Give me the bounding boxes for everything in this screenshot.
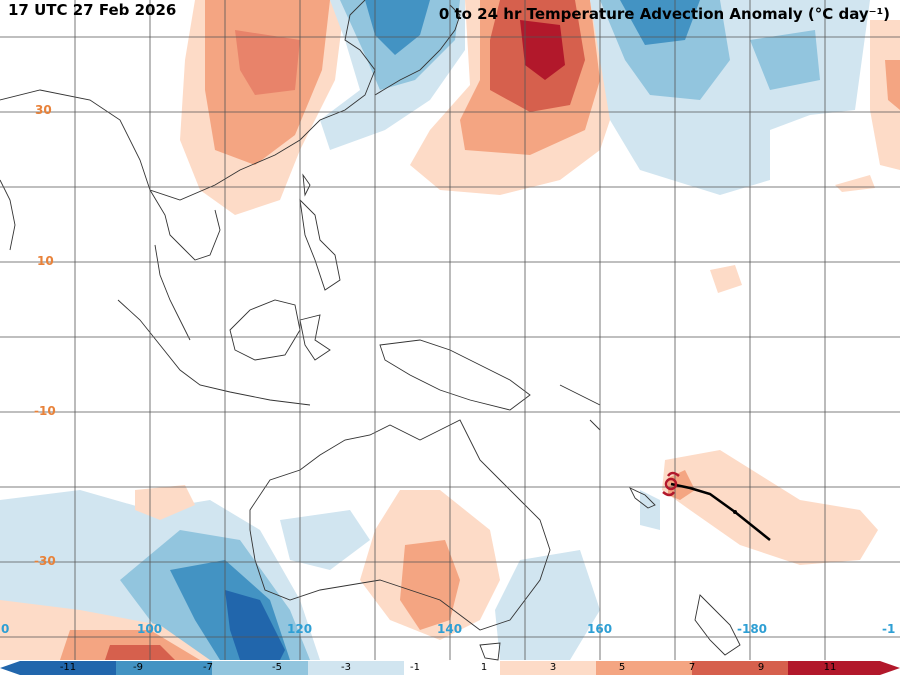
coastlines: [0, 0, 741, 661]
lon-label-160: 160: [587, 622, 613, 636]
lon-label-neg180: -180: [737, 622, 768, 636]
colorbar-tick: 5: [618, 662, 626, 673]
map-title: 0 to 24 hr Temperature Advection Anomaly…: [438, 5, 890, 23]
anomaly-shading: [0, 0, 900, 660]
colorbar-tick: -7: [203, 662, 213, 673]
tropical-cyclone-icon: [662, 471, 680, 497]
lon-label-100: 100: [137, 622, 163, 636]
colorbar: [0, 661, 900, 675]
colorbar-tick: -3: [341, 662, 351, 673]
lat-label-30: 30: [35, 103, 52, 117]
lat-lon-grid: [0, 0, 900, 660]
lon-label-edge-left: 0: [1, 622, 10, 636]
colorbar-tick: 11: [823, 662, 837, 673]
valid-time-label: 17 UTC 27 Feb 2026: [8, 1, 177, 19]
lon-label-140: 140: [437, 622, 463, 636]
colorbar-tick: -9: [133, 662, 143, 673]
colorbar-tick: 1: [480, 662, 488, 673]
colorbar-tick: 3: [549, 662, 557, 673]
lat-label-neg10: -10: [34, 404, 56, 418]
colorbar-tick: 9: [757, 662, 765, 673]
colorbar-tick: -5: [272, 662, 282, 673]
lat-label-10: 10: [37, 254, 54, 268]
lat-label-neg30: -30: [34, 554, 56, 568]
lon-label-edge-right: -1: [882, 622, 896, 636]
storm-track: [662, 471, 771, 541]
colorbar-tick: -11: [59, 662, 77, 673]
lon-label-120: 120: [287, 622, 313, 636]
colorbar-tick: 7: [688, 662, 696, 673]
colorbar-tick: -1: [410, 662, 420, 673]
